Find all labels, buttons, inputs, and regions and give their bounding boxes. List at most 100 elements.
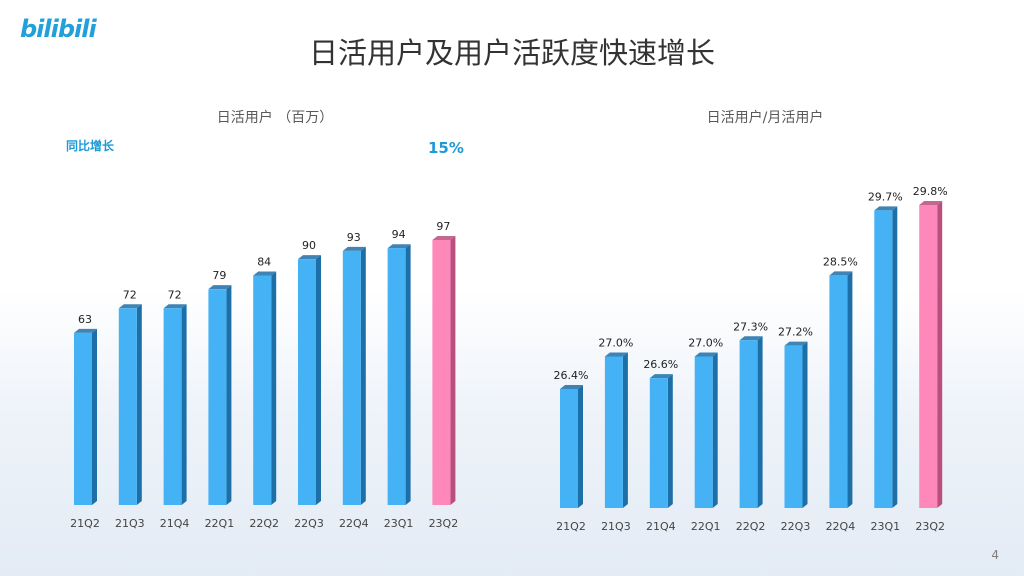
data-label: 84 (257, 256, 271, 269)
data-label: 29.7% (868, 190, 903, 203)
bar-front (74, 332, 92, 505)
bar-front (739, 340, 758, 508)
data-label: 63 (78, 313, 92, 326)
category-label: 23Q2 (429, 517, 459, 530)
bar-side (622, 352, 628, 508)
data-label: 93 (347, 231, 361, 244)
page-number: 4 (991, 548, 999, 562)
bar-front (342, 250, 361, 505)
category-label: 22Q1 (691, 520, 721, 533)
bar-top (342, 246, 366, 251)
bar-side (578, 384, 583, 508)
bar-side (316, 255, 321, 505)
bar-21Q4 (649, 374, 673, 508)
yoy-growth-value: 15% (428, 139, 464, 157)
bar-22Q1 (208, 285, 232, 505)
data-label: 72 (168, 288, 182, 301)
bar-side (405, 244, 411, 506)
dau-chart-title: 日活用户 （百万） (216, 110, 334, 126)
bar-front (560, 388, 578, 508)
data-label: 28.5% (823, 255, 858, 268)
yoy-growth-label: 同比增长 (66, 139, 115, 153)
category-label: 22Q4 (339, 517, 369, 530)
bar-top (874, 206, 898, 211)
bar-front (163, 308, 182, 505)
data-label: 27.0% (688, 337, 723, 350)
data-label: 94 (392, 228, 406, 241)
bar-side (226, 285, 232, 505)
bar-top (829, 271, 853, 276)
bar-top (432, 236, 456, 240)
slide-title: 日活用户及用户活跃度快速增长 (308, 36, 715, 70)
bar-side (847, 271, 853, 508)
data-label: 26.4% (554, 369, 589, 382)
data-label: 26.6% (643, 358, 678, 371)
bar-top (560, 384, 583, 389)
bar-side (360, 246, 366, 505)
category-label: 21Q3 (601, 520, 631, 533)
data-label: 97 (436, 220, 450, 233)
bar-top (163, 304, 187, 309)
bar-side (136, 304, 142, 505)
bar-front (208, 289, 227, 505)
bar-front (253, 275, 272, 505)
bar-23Q2 (432, 236, 456, 505)
category-label: 23Q1 (870, 520, 900, 533)
bar-side (802, 341, 808, 508)
bar-front (784, 345, 803, 508)
bar-top (387, 244, 411, 249)
bar-23Q1 (387, 244, 411, 506)
ratio-chart-title: 日活用户/月活用户 (706, 110, 824, 126)
bar-21Q4 (163, 304, 187, 505)
bar-front (919, 205, 938, 508)
chart-1: 63 21Q2 72 21Q3 72 21Q4 79 22Q1 84 22Q2 90 22Q3 93 22… (70, 220, 458, 530)
bar-top (118, 304, 142, 309)
data-label: 27.3% (733, 320, 768, 333)
bar-side (937, 201, 943, 508)
bar-top (919, 201, 943, 205)
bilibili-logo: bilibili (20, 15, 97, 43)
data-label: 29.8% (913, 185, 948, 198)
category-label: 21Q4 (160, 517, 190, 530)
bar-21Q2 (74, 328, 97, 505)
bar-23Q1 (874, 206, 898, 509)
data-label: 27.0% (598, 337, 633, 350)
bar-side (450, 236, 456, 505)
bar-22Q2 (253, 271, 277, 505)
category-label: 22Q2 (736, 520, 766, 533)
bar-21Q2 (560, 384, 583, 508)
bar-front (874, 210, 893, 509)
bar-top (604, 352, 628, 357)
bar-front (604, 356, 623, 508)
bar-21Q3 (118, 304, 142, 505)
data-label: 27.2% (778, 326, 813, 339)
bar-21Q3 (604, 352, 628, 508)
bar-front (829, 275, 848, 508)
bar-top (694, 352, 718, 357)
bar-side (181, 304, 187, 505)
category-label: 22Q2 (249, 517, 279, 530)
category-label: 22Q3 (781, 520, 811, 533)
bar-side (92, 328, 97, 505)
bar-top (784, 341, 808, 346)
bar-front (649, 378, 668, 508)
category-label: 21Q2 (556, 520, 586, 533)
category-label: 23Q1 (384, 517, 414, 530)
bar-front (432, 240, 451, 505)
data-label: 72 (123, 288, 137, 301)
bar-23Q2 (919, 201, 943, 508)
bar-22Q4 (342, 246, 366, 505)
bar-side (271, 271, 277, 505)
bar-front (694, 356, 713, 508)
bar-top (208, 285, 232, 290)
bar-front (298, 259, 316, 505)
bar-side (892, 206, 898, 509)
category-label: 21Q2 (70, 517, 100, 530)
chart-2: 26.4% 21Q2 27.0% 21Q3 26.6% 21Q4 27.0% 22Q1 27.3… (554, 185, 948, 533)
category-label: 21Q3 (115, 517, 145, 530)
category-label: 22Q3 (294, 517, 324, 530)
bar-side (757, 336, 763, 508)
data-label: 90 (302, 239, 316, 252)
bar-22Q3 (298, 255, 321, 505)
